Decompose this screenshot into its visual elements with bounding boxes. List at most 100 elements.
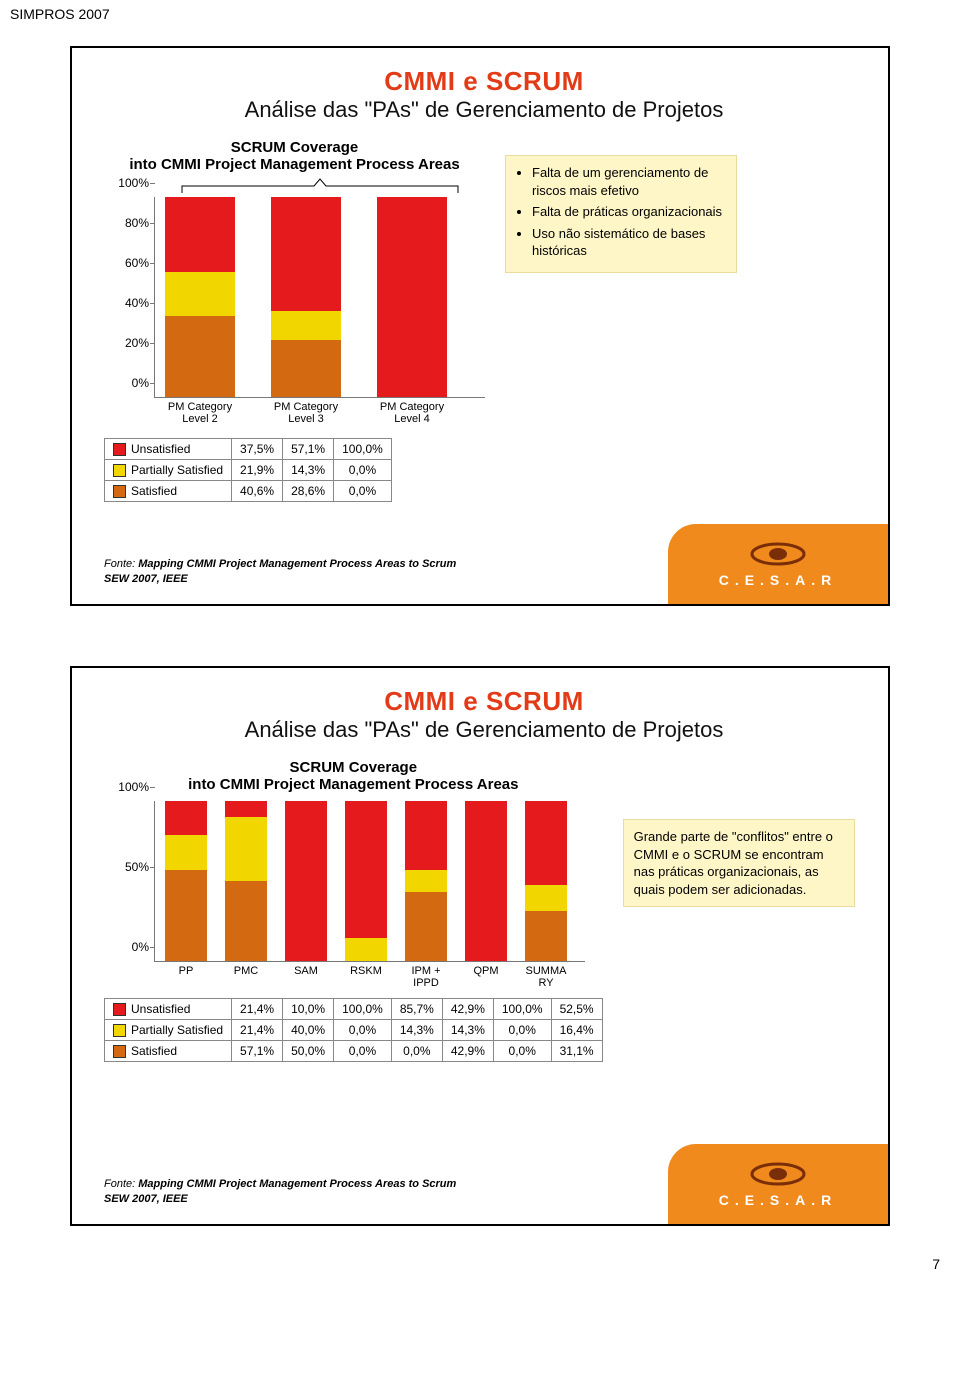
table-cell: 0,0% [334,1020,392,1041]
bar-segment-unsatisfied [405,801,447,870]
note-box: Grande parte de "conflitos" entre o CMMI… [623,819,855,907]
bar [285,801,327,961]
table-cell: 52,5% [551,999,602,1020]
chart-title: SCRUM Coverageinto CMMI Project Manageme… [104,759,603,793]
bar-segment-partially [165,272,235,316]
data-table: Unsatisfied21,4%10,0%100,0%85,7%42,9%100… [104,998,603,1062]
bar-segment-unsatisfied [271,197,341,311]
table-cell: 21,4% [232,999,283,1020]
bar-segment-unsatisfied [377,197,447,397]
source-sub: SEW 2007, IEEE [104,573,188,585]
y-tick: 50% [109,860,149,874]
bar-segment-unsatisfied [345,801,387,938]
source-text: Mapping CMMI Project Management Process … [138,558,456,570]
chart-1: SCRUM Coverageinto CMMI Project Manageme… [104,129,485,502]
bar-segment-satisfied [225,881,267,961]
category-label: PM Category Level 3 [267,401,345,425]
bar-segment-satisfied [525,911,567,961]
category-label: PM Category Level 2 [161,401,239,425]
bar-segment-satisfied [165,316,235,397]
slide-title-block: CMMI e SCRUM Análise das "PAs" de Gerenc… [104,66,864,123]
legend-cell: Unsatisfied [105,999,232,1020]
table-cell: 37,5% [232,439,283,460]
bar [377,197,447,397]
table-cell: 85,7% [391,999,442,1020]
category-label: SUMMA RY [521,965,571,989]
source-sub: SEW 2007, IEEE [104,1193,188,1205]
category-label: PP [161,965,211,977]
chart-2: SCRUM Coverageinto CMMI Project Manageme… [104,749,603,1062]
logo-corner: C.E.S.A.R [668,1144,888,1224]
bar-segment-unsatisfied [165,801,207,835]
bar-segment-satisfied [165,870,207,961]
slide-subtitle: Análise das "PAs" de Gerenciamento de Pr… [104,97,864,123]
table-cell: 42,9% [442,999,493,1020]
y-tick: 0% [109,376,149,390]
bar-segment-unsatisfied [225,801,267,817]
legend-label: Partially Satisfied [131,1023,223,1037]
page-number: 7 [0,1256,960,1272]
table-cell: 14,3% [283,460,334,481]
table-cell: 10,0% [283,999,334,1020]
bar-segment-unsatisfied [525,801,567,885]
bar-segment-partially [165,835,207,869]
note-item: Falta de um gerenciamento de riscos mais… [532,164,726,199]
bar-segment-satisfied [405,892,447,961]
legend-cell: Partially Satisfied [105,1020,232,1041]
table-cell: 16,4% [551,1020,602,1041]
bar-segment-partially [525,885,567,911]
swatch-icon [113,464,126,477]
y-tick: 100% [109,176,149,190]
bar-segment-partially [225,817,267,881]
table-cell: 21,4% [232,1020,283,1041]
legend-label: Unsatisfied [131,1002,190,1016]
chart-row: SCRUM Coverageinto CMMI Project Manageme… [104,129,864,502]
bar [225,801,267,961]
bar-segment-partially [405,870,447,893]
slide-1: CMMI e SCRUM Análise das "PAs" de Gerenc… [70,46,890,606]
page-header: SIMPROS 2007 [0,0,960,28]
logo-eye-icon [748,540,808,568]
slide-2: CMMI e SCRUM Análise das "PAs" de Gerenc… [70,666,890,1226]
logo-corner: C.E.S.A.R [668,524,888,604]
table-cell: 42,9% [442,1041,493,1062]
bar [465,801,507,961]
table-cell: 14,3% [391,1020,442,1041]
bar-segment-partially [345,938,387,961]
bar [165,197,235,397]
chart-row: SCRUM Coverageinto CMMI Project Manageme… [104,749,864,1062]
category-label: PMC [221,965,271,977]
note-list: Falta de um gerenciamento de riscos mais… [516,164,726,260]
legend-cell: Unsatisfied [105,439,232,460]
swatch-icon [113,1045,126,1058]
bar [345,801,387,961]
y-tick: 60% [109,256,149,270]
bracket-icon [179,177,461,195]
bar-segment-unsatisfied [465,801,507,961]
category-label: SAM [281,965,331,977]
brand-title: CMMI e SCRUM [104,686,864,717]
note-box: Falta de um gerenciamento de riscos mais… [505,155,737,273]
table-cell: 100,0% [334,999,392,1020]
plot-area: 0%20%40%60%80%100%PM Category Level 2PM … [154,197,485,398]
logo-text: C.E.S.A.R [719,1192,838,1208]
table-cell: 100,0% [493,999,551,1020]
slide-subtitle: Análise das "PAs" de Gerenciamento de Pr… [104,717,864,743]
slide-title-block: CMMI e SCRUM Análise das "PAs" de Gerenc… [104,686,864,743]
bar [525,801,567,961]
legend-cell: Partially Satisfied [105,460,232,481]
swatch-icon [113,443,126,456]
brand-title: CMMI e SCRUM [104,66,864,97]
source-line: Fonte: Mapping CMMI Project Management P… [104,1177,456,1206]
table-cell: 14,3% [442,1020,493,1041]
swatch-icon [113,1024,126,1037]
note-column: Falta de um gerenciamento de riscos mais… [505,155,737,273]
table-cell: 100,0% [334,439,392,460]
bar [271,197,341,397]
table-cell: 50,0% [283,1041,334,1062]
logo-eye-icon [748,1160,808,1188]
source-line: Fonte: Mapping CMMI Project Management P… [104,557,456,586]
logo-text: C.E.S.A.R [719,572,838,588]
category-label: IPM + IPPD [401,965,451,989]
y-tick: 0% [109,940,149,954]
